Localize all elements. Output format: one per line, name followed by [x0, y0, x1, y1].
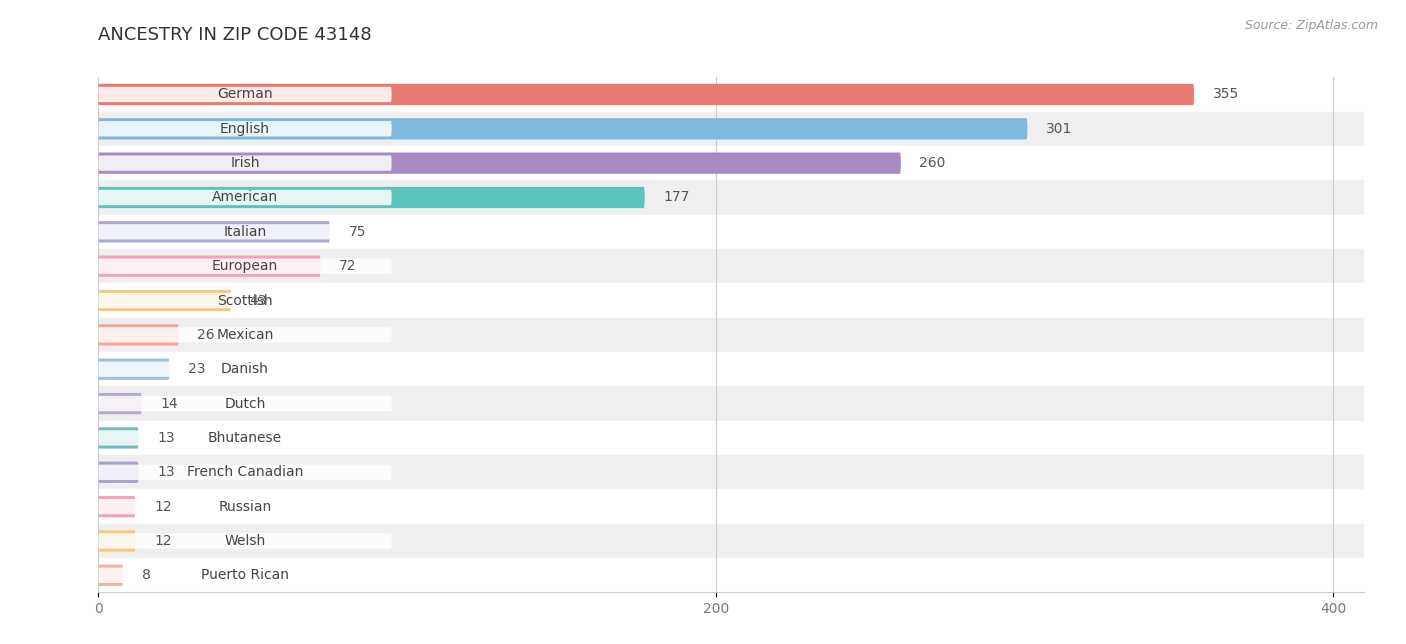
FancyBboxPatch shape: [98, 359, 169, 380]
Text: 12: 12: [155, 500, 172, 514]
FancyBboxPatch shape: [98, 427, 139, 449]
FancyBboxPatch shape: [98, 462, 139, 483]
Text: American: American: [212, 191, 278, 205]
FancyBboxPatch shape: [98, 221, 330, 243]
Text: ANCESTRY IN ZIP CODE 43148: ANCESTRY IN ZIP CODE 43148: [98, 26, 373, 44]
Text: Welsh: Welsh: [225, 534, 266, 548]
Text: 26: 26: [197, 328, 215, 342]
Bar: [98, 146, 1364, 180]
FancyBboxPatch shape: [98, 84, 1194, 105]
FancyBboxPatch shape: [98, 396, 392, 412]
FancyBboxPatch shape: [98, 567, 392, 583]
Bar: [98, 524, 1364, 558]
Text: 260: 260: [920, 156, 946, 170]
FancyBboxPatch shape: [98, 256, 321, 277]
Text: 12: 12: [155, 534, 172, 548]
Text: Irish: Irish: [231, 156, 260, 170]
FancyBboxPatch shape: [98, 121, 392, 137]
FancyBboxPatch shape: [98, 327, 392, 343]
Text: 8: 8: [142, 568, 150, 582]
Bar: [98, 214, 1364, 249]
Bar: [98, 386, 1364, 421]
Text: 355: 355: [1212, 88, 1239, 102]
FancyBboxPatch shape: [98, 430, 392, 446]
Text: European: European: [212, 259, 278, 273]
Bar: [98, 421, 1364, 455]
FancyBboxPatch shape: [98, 258, 392, 274]
FancyBboxPatch shape: [98, 155, 392, 171]
Text: Mexican: Mexican: [217, 328, 274, 342]
Text: 43: 43: [250, 294, 267, 308]
FancyBboxPatch shape: [98, 118, 1028, 140]
Text: Dutch: Dutch: [225, 397, 266, 411]
Text: Puerto Rican: Puerto Rican: [201, 568, 290, 582]
FancyBboxPatch shape: [98, 190, 392, 205]
Text: Bhutanese: Bhutanese: [208, 431, 283, 445]
FancyBboxPatch shape: [98, 224, 392, 240]
Text: German: German: [217, 88, 273, 102]
Bar: [98, 455, 1364, 489]
Text: 177: 177: [664, 191, 689, 205]
Text: 13: 13: [157, 465, 174, 479]
Text: 13: 13: [157, 431, 174, 445]
Text: Scottish: Scottish: [217, 294, 273, 308]
Text: English: English: [219, 122, 270, 136]
FancyBboxPatch shape: [98, 533, 392, 549]
FancyBboxPatch shape: [98, 530, 135, 552]
FancyBboxPatch shape: [98, 393, 142, 414]
FancyBboxPatch shape: [98, 293, 392, 308]
FancyBboxPatch shape: [98, 499, 392, 515]
Bar: [98, 283, 1364, 317]
Text: Source: ZipAtlas.com: Source: ZipAtlas.com: [1244, 19, 1378, 32]
Bar: [98, 180, 1364, 214]
Text: 72: 72: [339, 259, 357, 273]
Bar: [98, 352, 1364, 386]
FancyBboxPatch shape: [98, 87, 392, 102]
FancyBboxPatch shape: [98, 324, 179, 346]
FancyBboxPatch shape: [98, 153, 901, 174]
Bar: [98, 111, 1364, 146]
Text: 14: 14: [160, 397, 177, 411]
Bar: [98, 489, 1364, 524]
FancyBboxPatch shape: [98, 361, 392, 377]
Bar: [98, 317, 1364, 352]
FancyBboxPatch shape: [98, 187, 645, 208]
Text: 75: 75: [349, 225, 366, 239]
Bar: [98, 558, 1364, 592]
Text: 23: 23: [188, 362, 205, 376]
Text: Italian: Italian: [224, 225, 267, 239]
Text: 301: 301: [1046, 122, 1073, 136]
FancyBboxPatch shape: [98, 565, 124, 586]
Text: Russian: Russian: [218, 500, 271, 514]
FancyBboxPatch shape: [98, 464, 392, 480]
FancyBboxPatch shape: [98, 496, 135, 517]
Bar: [98, 249, 1364, 283]
Text: Danish: Danish: [221, 362, 269, 376]
FancyBboxPatch shape: [98, 290, 231, 311]
Text: French Canadian: French Canadian: [187, 465, 304, 479]
Bar: [98, 77, 1364, 111]
